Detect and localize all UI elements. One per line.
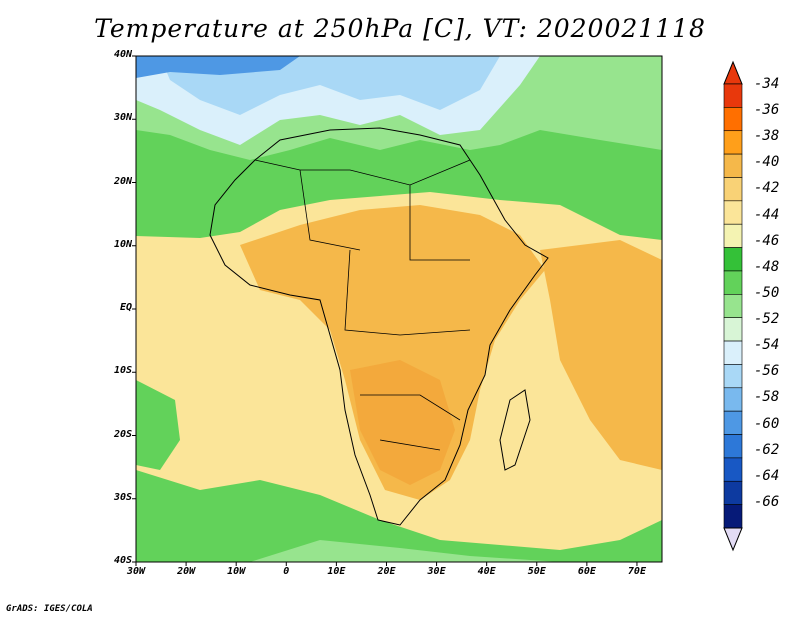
colorbar-swatch [723,364,743,389]
indian-ocean-warm [540,240,662,470]
lat-tick-label: 30S [113,491,132,503]
lon-tick-label: 10W [227,566,246,577]
lat-tick-label: 10N [113,238,132,250]
colorbar-swatch [723,270,743,295]
colorbar-label: -62 [754,441,780,458]
lon-tick-label: 40E [477,566,496,577]
colorbar-label: -52 [754,311,780,328]
colorbar-label: -54 [754,337,780,354]
colorbar-swatch [723,457,743,482]
colorbar-label: -48 [754,258,780,275]
colorbar-swatch [723,434,743,459]
grads-credit: GrADS: IGES/COLA [6,604,93,614]
atlantic-green-patch [136,380,180,470]
lon-tick-label: 10E [327,566,346,577]
colorbar-bottom-arrow [723,527,743,552]
colorbar-swatch [723,200,743,225]
colorbar-label: -44 [754,206,780,223]
colorbar-swatch [723,107,743,132]
colorbar-swatch [723,410,743,435]
africa-warm-region [240,205,545,500]
colorbar-label: -50 [754,284,780,301]
lat-tick-label: 10S [113,365,132,377]
northern-blue [136,56,300,78]
lon-tick-label: 30W [126,566,146,577]
colorbar-swatch [723,340,743,365]
colorbar-label: -38 [754,128,780,145]
colorbar-swatch [723,480,743,505]
colorbar-swatch [723,177,743,202]
colorbar-swatch [723,387,743,412]
colorbar-label: -56 [754,363,780,380]
lat-tick-label: EQ [119,302,132,313]
lat-tick-label: 20S [113,428,132,440]
lon-tick-label: 30E [427,566,446,577]
southern-warm-core [350,360,455,485]
colorbar-swatch [723,247,743,272]
lat-tick-label: 20N [113,175,132,187]
southern-green-band [136,470,662,562]
madagascar-outline [499,389,531,471]
africa-coastline [209,127,549,526]
colorbar-label: -64 [754,467,780,484]
map-field [132,55,663,566]
colorbar-swatch [723,130,743,155]
colorbar-label: -34 [754,76,780,92]
colorbar-label: -36 [754,102,780,119]
colorbar-swatch [723,223,743,248]
lon-tick-label: 50E [527,566,546,577]
colorbar-label: -60 [754,415,780,432]
colorbar-swatch [723,153,743,178]
colorbar-label: -40 [754,154,780,171]
lon-tick-label: 60E [577,566,596,577]
colorbar-swatch [723,504,743,529]
lon-tick-label: 20E [377,566,396,577]
lon-tick-label: 0 [283,566,290,577]
colorbar-label: -58 [754,389,780,406]
lon-tick-label: 20W [177,566,196,577]
lat-tick-label: 40S [113,555,132,566]
chart-title: Temperature at 250hPa [C], VT: 202002111… [94,14,706,43]
colorbar-label: -66 [754,493,780,510]
colorbar-swatch [723,317,743,342]
lat-tick-label: 40N [113,49,132,60]
colorbar-label: -42 [754,180,780,197]
lon-tick-label: 70E [627,566,646,577]
colorbar-label: -46 [754,232,780,249]
colorbar-swatch [723,83,743,108]
country-borders [254,159,471,451]
southern-pale-green [250,540,560,562]
lat-tick-label: 30N [113,112,132,124]
colorbar-swatch [723,294,743,318]
colorbar-top-arrow [723,60,743,85]
colorbar [723,60,743,552]
